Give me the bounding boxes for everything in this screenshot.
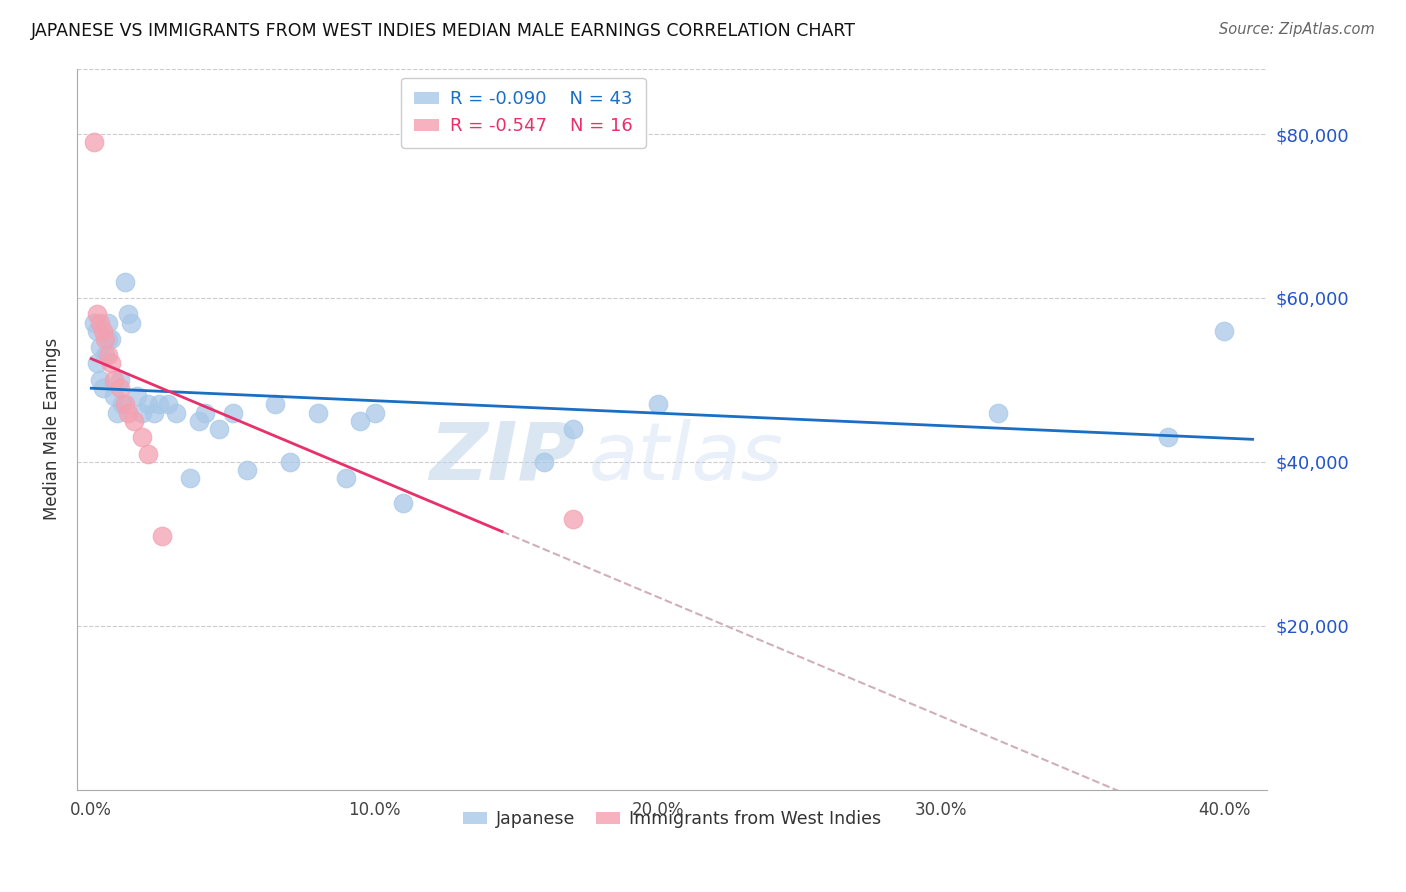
Point [94, 332, 117, 346]
Point [91, 324, 114, 338]
Point [165, 406, 187, 420]
Point [94, 348, 117, 362]
Point [97, 332, 120, 346]
Point [89, 340, 111, 354]
Point [363, 406, 385, 420]
Point [179, 471, 201, 485]
Point [987, 406, 1010, 420]
Point [148, 397, 170, 411]
Point [131, 430, 153, 444]
Point [100, 332, 122, 346]
Point [131, 406, 153, 420]
Point [117, 406, 139, 420]
Point [97, 348, 120, 362]
Point [150, 528, 173, 542]
Point [89, 373, 111, 387]
Point [105, 406, 128, 420]
Text: JAPANESE VS IMMIGRANTS FROM WEST INDIES MEDIAN MALE EARNINGS CORRELATION CHART: JAPANESE VS IMMIGRANTS FROM WEST INDIES … [31, 22, 856, 40]
Point [125, 389, 148, 403]
Point [1156, 430, 1178, 444]
Point [97, 316, 120, 330]
Point [86, 357, 108, 371]
Point [561, 512, 583, 526]
Point [86, 324, 108, 338]
Point [349, 414, 371, 428]
Point [187, 414, 209, 428]
Text: atlas: atlas [589, 419, 783, 497]
Point [120, 316, 142, 330]
Point [142, 406, 165, 420]
Point [117, 307, 139, 321]
Point [222, 406, 245, 420]
Y-axis label: Median Male Earnings: Median Male Earnings [44, 338, 60, 520]
Point [561, 422, 583, 436]
Point [108, 381, 131, 395]
Point [111, 397, 134, 411]
Point [108, 373, 131, 387]
Point [91, 381, 114, 395]
Point [83, 135, 105, 149]
Point [193, 406, 215, 420]
Point [278, 455, 301, 469]
Point [1213, 324, 1236, 338]
Text: ZIP: ZIP [429, 419, 576, 497]
Point [114, 397, 136, 411]
Point [533, 455, 555, 469]
Point [114, 275, 136, 289]
Point [100, 357, 122, 371]
Point [208, 422, 231, 436]
Point [103, 373, 125, 387]
Point [83, 316, 105, 330]
Point [307, 406, 329, 420]
Point [136, 397, 159, 411]
Point [236, 463, 259, 477]
Point [136, 447, 159, 461]
Point [335, 471, 357, 485]
Point [86, 307, 108, 321]
Point [647, 397, 669, 411]
Legend: Japanese, Immigrants from West Indies: Japanese, Immigrants from West Indies [456, 803, 889, 835]
Point [392, 496, 415, 510]
Point [89, 316, 111, 330]
Text: Source: ZipAtlas.com: Source: ZipAtlas.com [1219, 22, 1375, 37]
Point [156, 397, 179, 411]
Point [264, 397, 287, 411]
Point [103, 389, 125, 403]
Point [122, 414, 145, 428]
